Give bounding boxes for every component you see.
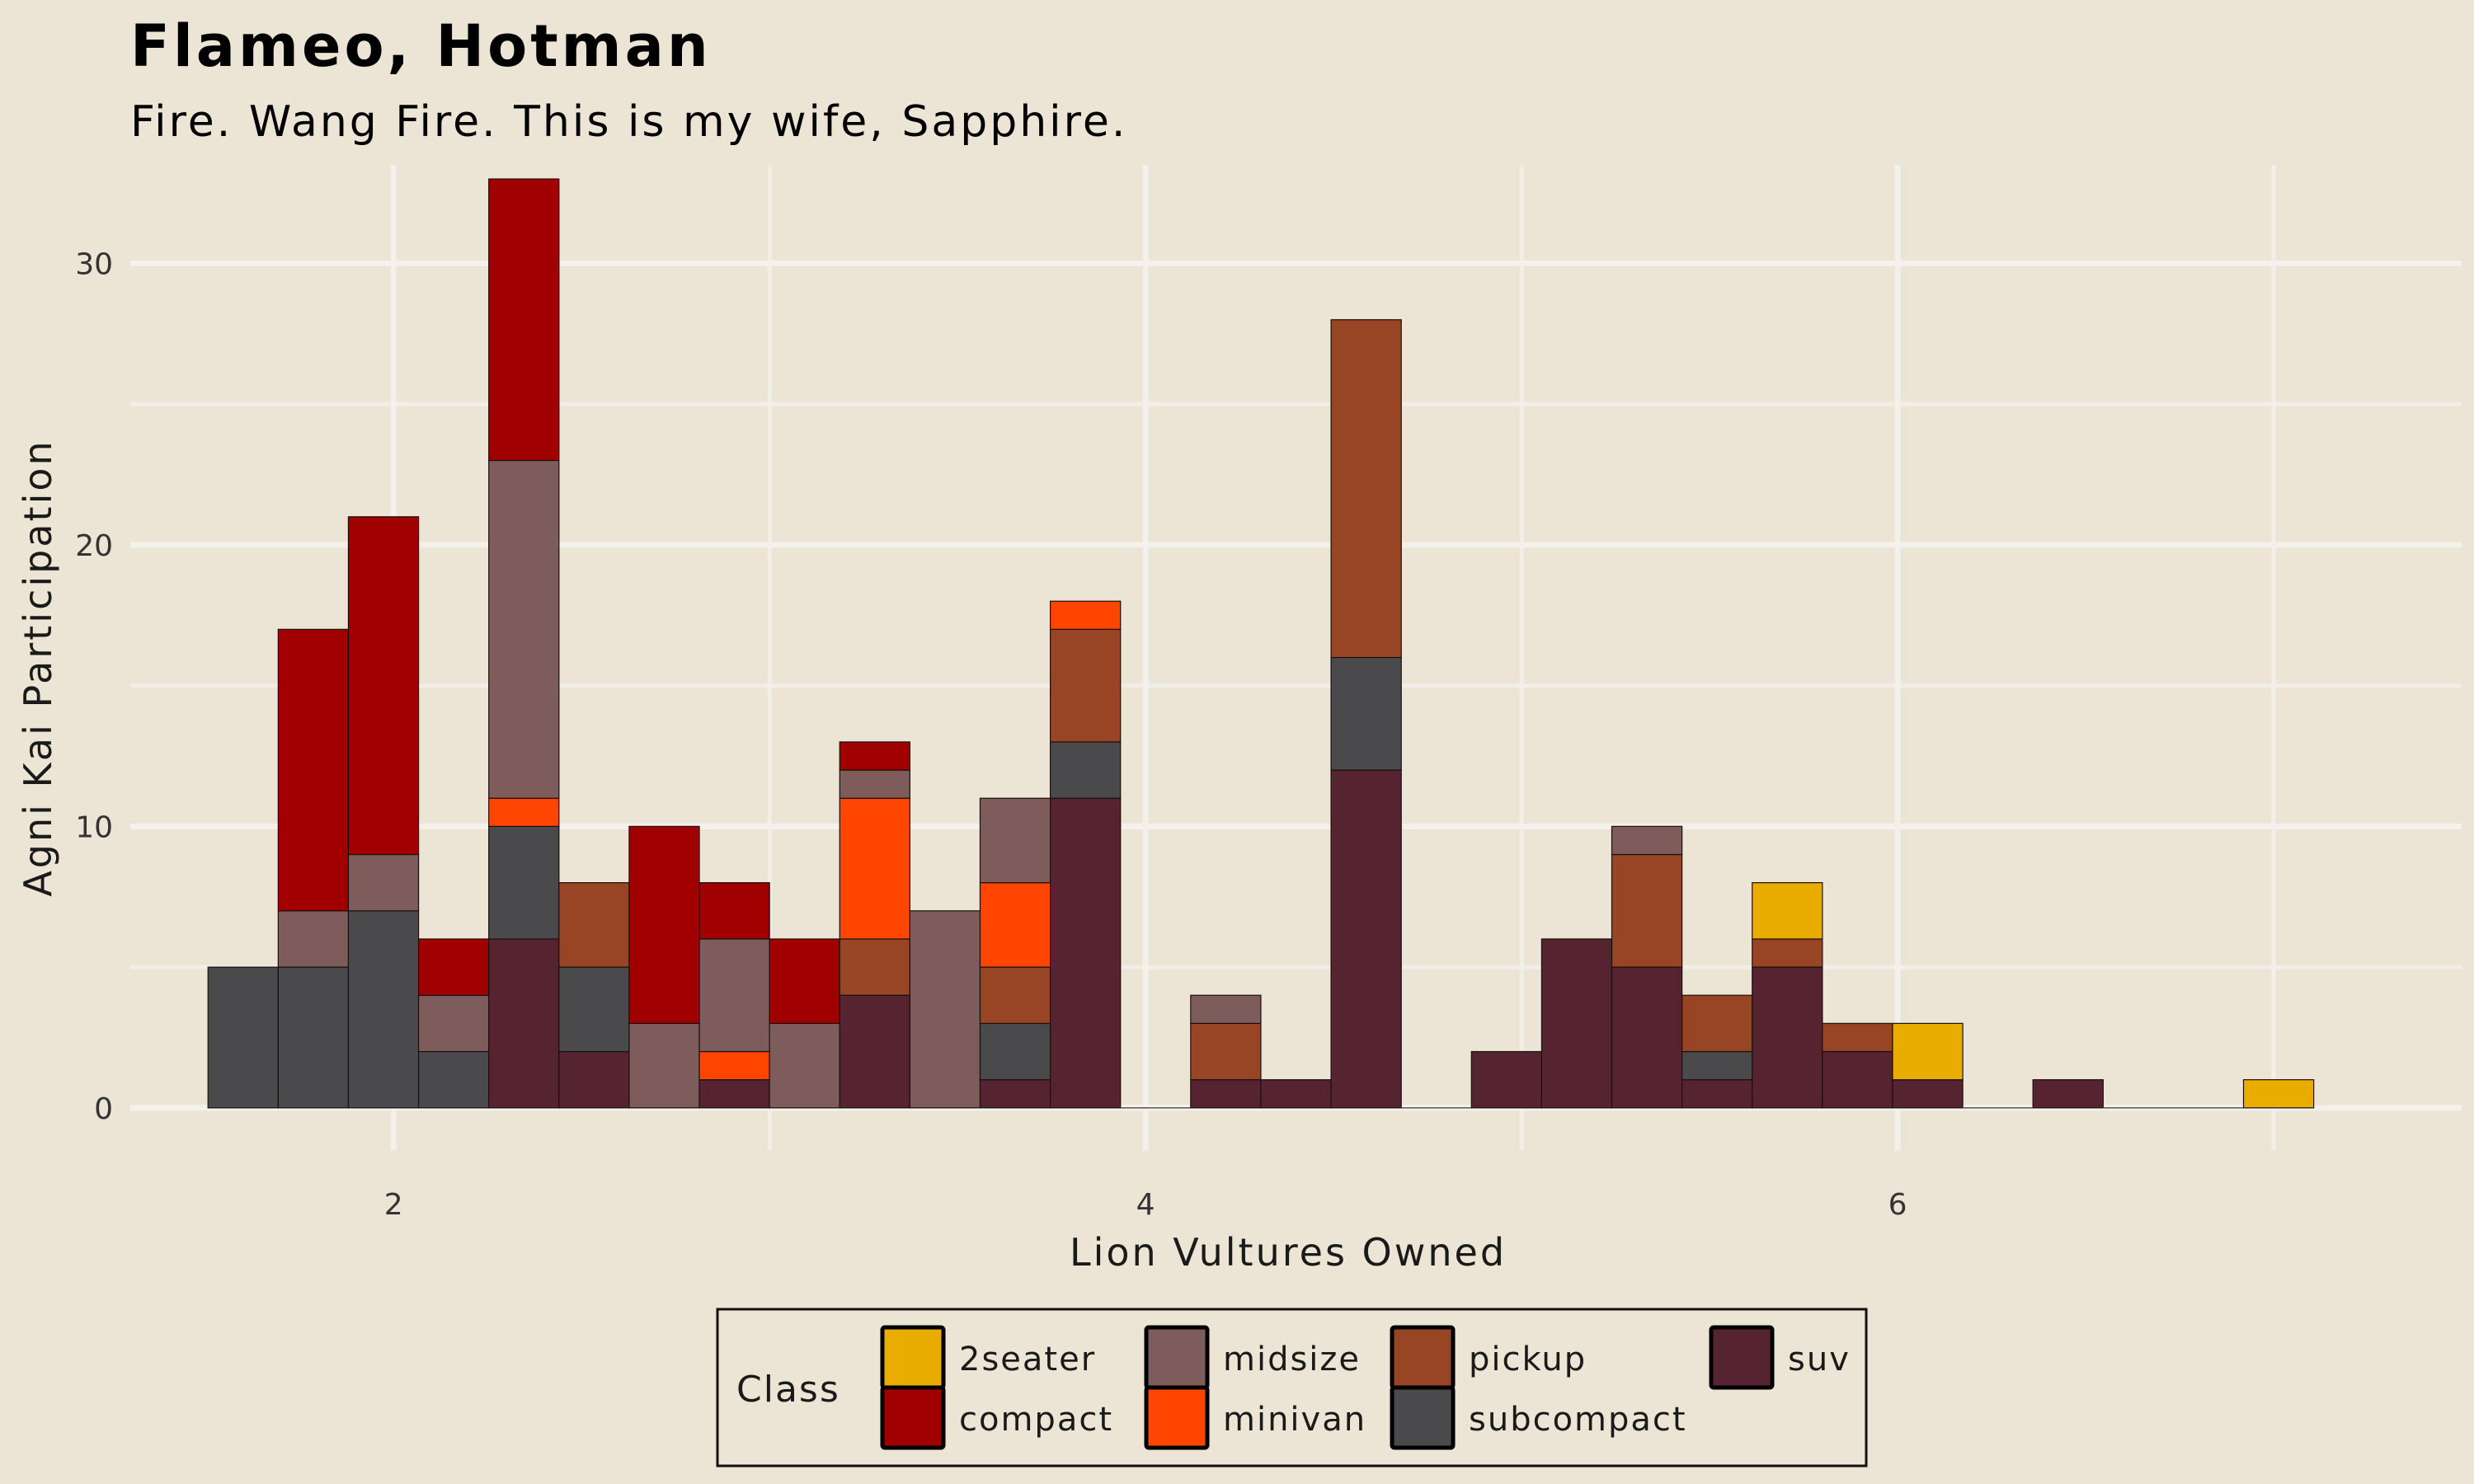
bar-midsize [909,910,981,1109]
bar-pickup [839,938,910,996]
y-tick-label: 20 [75,529,113,563]
bar-pickup [558,882,630,968]
legend-label-2seater: 2seater [959,1341,1096,1378]
legend-swatch-midsize [1144,1325,1210,1390]
bar-minivan [1049,600,1122,630]
bar-subcompact [417,1050,490,1109]
bar-compact [839,741,910,771]
x-tick-label: 2 [384,1188,403,1222]
bar-subcompact [488,825,560,940]
bar-midsize [488,459,560,799]
bar-suv [1049,797,1122,1109]
bar-suv [488,938,560,1109]
legend: Class 2seater midsize pickup suv compact mini… [716,1308,1868,1468]
bar-suv [1611,966,1683,1109]
bar-suv [698,1079,770,1109]
bar-minivan [698,1050,770,1081]
bar-compact [277,628,350,912]
bar-suv [1892,1079,1964,1109]
bar-pickup [1822,1022,1893,1053]
bar-2seater [1892,1022,1964,1081]
bar-subcompact [207,966,279,1109]
bar-compact [417,938,490,996]
bar-subcompact [1681,1050,1753,1081]
y-tick-label: 0 [94,1092,113,1126]
bar-midsize [417,994,490,1053]
legend-label-midsize: midsize [1223,1341,1361,1378]
bar-layer [207,178,2315,1109]
bar-compact [698,882,770,940]
bar-2seater [2242,1079,2315,1109]
bar-suv [1470,1050,1543,1109]
legend-swatch-suv [1709,1325,1775,1390]
bar-suv [1540,938,1613,1109]
x-axis-label: Lion Vultures Owned [1070,1230,1507,1275]
y-axis-label: Agni Kai Participation [16,439,60,896]
legend-swatch-minivan [1144,1385,1210,1450]
legend-label-pickup: pickup [1469,1341,1587,1378]
bar-midsize [979,797,1051,884]
bar-pickup [979,966,1051,1024]
bar-suv [2032,1079,2104,1109]
bar-pickup [1049,628,1122,743]
chart-subtitle: Fire. Wang Fire. This is my wife, Sapphi… [130,97,1127,147]
bar-pickup [1752,938,1823,968]
bar-subcompact [277,966,350,1109]
bar-compact [488,178,560,462]
chart-title: Flameo, Hotman [130,12,712,80]
legend-swatch-pickup [1390,1325,1456,1390]
bar-suv [979,1079,1051,1109]
legend-swatch-2seater [880,1325,946,1390]
bar-pickup [1681,994,1753,1053]
bar-midsize [628,1022,700,1109]
x-tick-label: 6 [1888,1188,1907,1222]
bar-midsize [1611,825,1683,856]
legend-box [716,1308,1868,1468]
y-tick-label: 10 [75,810,113,844]
bar-midsize [769,1022,840,1109]
tick-layer: 0 10 20 30 2 4 6 [75,248,1907,1223]
bar-compact [628,825,700,1024]
legend-label-subcompact: subcompact [1469,1401,1687,1439]
bar-suv [558,1050,630,1109]
bar-suv [1681,1079,1753,1109]
bar-pickup [1330,319,1402,659]
bar-suv [1260,1079,1332,1109]
bar-subcompact [979,1022,1051,1081]
bar-midsize [277,910,350,968]
bar-minivan [488,797,560,827]
legend-label-compact: compact [959,1401,1113,1439]
bar-suv [1822,1050,1893,1109]
bar-minivan [979,882,1051,968]
bar-compact [347,516,420,856]
x-tick-label: 4 [1136,1188,1155,1222]
bar-pickup [1611,853,1683,968]
bar-subcompact [1330,656,1402,771]
bar-2seater [1752,882,1823,940]
bar-midsize [1190,994,1262,1024]
legend-label-suv: suv [1788,1341,1851,1378]
legend-label-minivan: minivan [1223,1401,1366,1439]
bar-subcompact [558,966,630,1053]
bar-suv [1752,966,1823,1109]
bar-midsize [347,853,420,912]
bar-suv [839,994,910,1109]
bar-suv [1190,1079,1262,1109]
bar-midsize [839,769,910,799]
bar-subcompact [347,910,420,1109]
bar-pickup [1190,1022,1262,1081]
bar-midsize [698,938,770,1053]
legend-swatch-subcompact [1390,1385,1456,1450]
legend-swatch-compact [880,1385,946,1450]
bar-suv [1330,769,1402,1109]
legend-title: Class [736,1369,840,1411]
bar-subcompact [1049,741,1122,799]
bar-compact [769,938,840,1024]
bar-minivan [839,797,910,940]
y-tick-label: 30 [75,248,113,282]
